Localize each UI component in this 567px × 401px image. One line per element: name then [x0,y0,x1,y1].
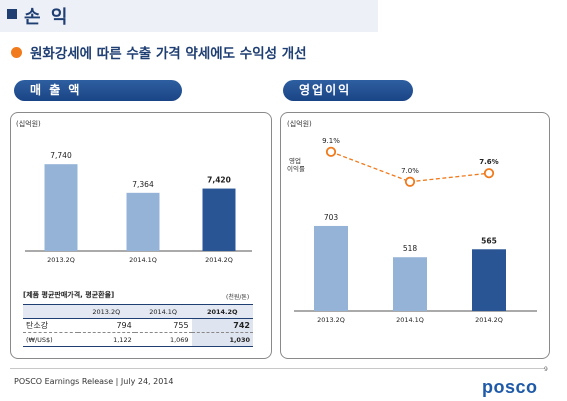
subtitle: 원화강세에 따른 수출 가격 약세에도 수익성 개선 [30,46,307,62]
sales-x-tick-label: 2013.2Q [47,256,75,264]
price-table-header: 2014.2Q [191,304,253,319]
bullet-circle-icon [11,47,22,58]
profit-x-tick-label: 2014.1Q [396,316,424,324]
table-row: 탄소강 794 755 742 [23,318,253,333]
margin-point [404,176,416,187]
profit-value-label: 518 [403,244,418,253]
table-cell: 794 [77,318,135,333]
price-table-corner [23,304,78,319]
page-number: 9 [544,366,548,373]
margin-point [325,146,337,157]
sales-bar [202,188,236,251]
table-row: (₩/US$) 1,122 1,069 1,030 [23,332,253,347]
sales-bar [44,164,78,251]
table-row-label: (₩/US$) [23,332,78,347]
price-table-unit: (천원/톤) [226,294,250,301]
sales-value-label: 7,740 [50,151,72,160]
footer-divider [10,368,545,369]
table-row-label: 탄소강 [23,318,78,333]
posco-logo: posco [482,377,538,397]
profit-value-label: 565 [481,236,497,245]
price-table-title: [제품 평균판매가격, 평균환율] [23,291,115,299]
margin-line [330,151,490,183]
sales-value-label: 7,420 [207,176,231,185]
profit-x-tick-label: 2013.2Q [317,316,345,324]
table-cell: 1,122 [77,332,135,347]
sales-x-tick-label: 2014.1Q [129,256,157,264]
top-right-band [378,0,567,32]
profit-x-tick-label: 2014.2Q [475,316,503,324]
price-table-header-row: 2013.2Q 2014.1Q 2014.2Q [23,304,253,319]
margin-point [483,168,495,179]
table-cell: 742 [191,318,253,333]
margin-label-line1: 영업 [289,157,301,165]
page-title: 손 익 [24,7,70,28]
title-bar: 손 익 [0,0,378,32]
price-table: 2013.2Q 2014.1Q 2014.2Q 탄소강 794 755 742 … [23,304,253,347]
price-table-header: 2013.2Q [77,304,135,319]
table-cell: 1,069 [134,332,192,347]
margin-value-label: 9.1% [322,137,340,145]
sales-section-label: 매 출 액 [14,80,182,101]
table-cell: 755 [134,318,192,333]
sales-bar [126,192,160,251]
footer-text: POSCO Earnings Release | July 24, 2014 [14,377,174,386]
price-table-header: 2014.1Q [134,304,192,319]
profit-unit-label: (십억원) [287,120,312,128]
margin-value-label: 7.6% [479,158,498,166]
table-cell: 1,030 [191,332,253,347]
margin-value-label: 7.0% [401,167,419,175]
profit-bar [393,257,427,311]
profit-value-label: 703 [324,213,339,222]
sales-value-label: 7,364 [132,180,154,189]
profit-bar [472,249,506,311]
margin-label-line2: 이익률 [287,165,305,173]
sales-unit-label: (십억원) [16,120,41,128]
profit-section-label: 영업이익 [283,80,413,101]
title-square-icon [7,9,17,19]
sales-x-tick-label: 2014.2Q [205,256,233,264]
profit-bar [314,225,348,311]
